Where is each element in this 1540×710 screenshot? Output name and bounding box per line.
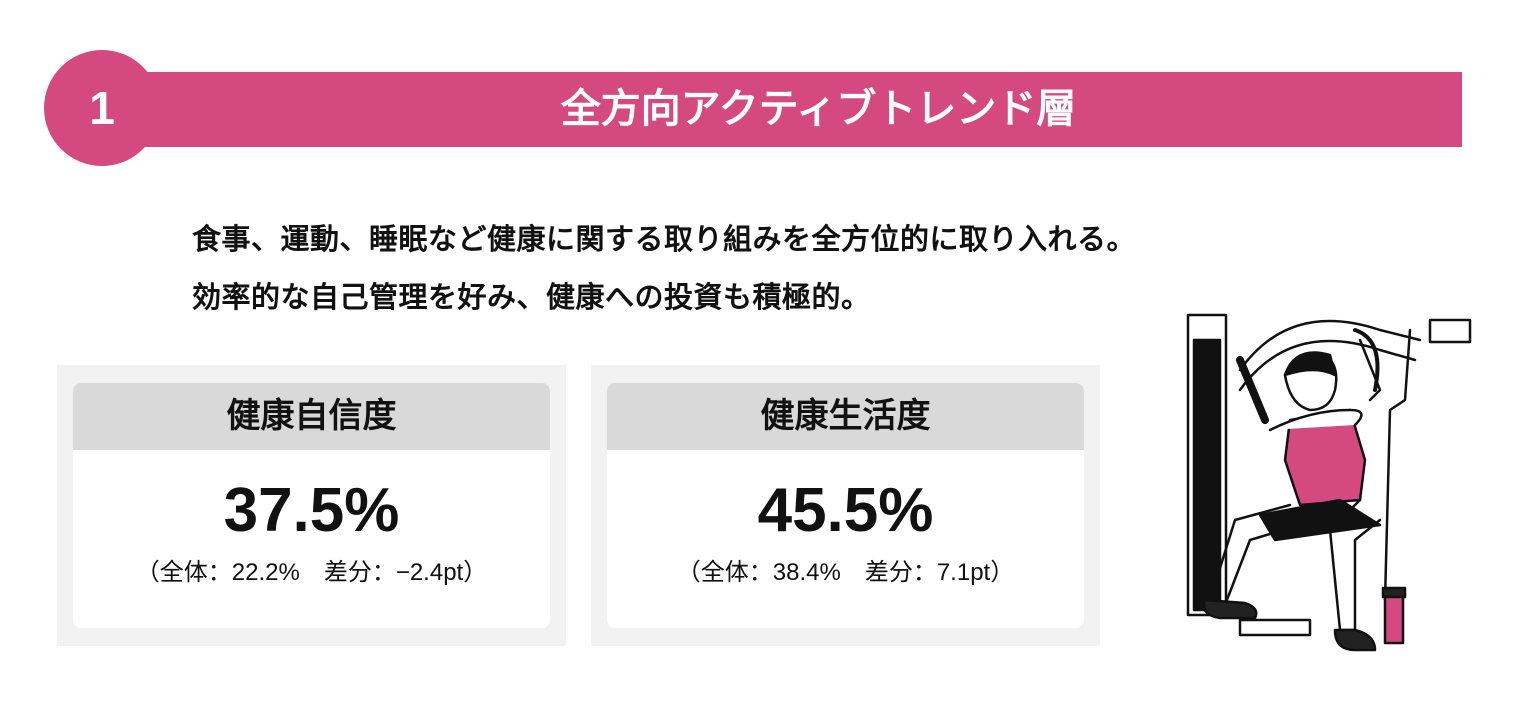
stat-value: 37.5% <box>223 476 400 545</box>
section-title: 全方向アクティブトレンド層 <box>560 86 1077 132</box>
description-line: 食事、運動、睡眠など健康に関する取り組みを全方位的に取り入れる。 <box>192 222 1137 256</box>
stat-comparison: （全体：38.4% 差分：7.1pt） <box>676 559 1015 586</box>
section-number-badge: 1 <box>44 50 160 166</box>
stat-value: 45.5% <box>757 476 934 545</box>
section-banner: 全方向アクティブトレンド層 <box>95 72 1462 147</box>
stat-label: 健康自信度 <box>73 383 550 450</box>
description: 食事、運動、睡眠など健康に関する取り組みを全方位的に取り入れる。 効率的な自己管… <box>192 210 1136 326</box>
stat-card-confidence: 健康自信度 37.5% （全体：22.2% 差分：−2.4pt） <box>57 365 566 646</box>
stat-card-lifestyle: 健康生活度 45.5% （全体：38.4% 差分：7.1pt） <box>591 365 1100 646</box>
stat-label: 健康生活度 <box>607 383 1084 450</box>
stat-comparison: （全体：22.2% 差分：−2.4pt） <box>135 559 488 586</box>
person-on-gym-machine-illustration <box>1186 313 1472 652</box>
description-line: 効率的な自己管理を好み、健康への投資も積極的。 <box>192 280 871 314</box>
